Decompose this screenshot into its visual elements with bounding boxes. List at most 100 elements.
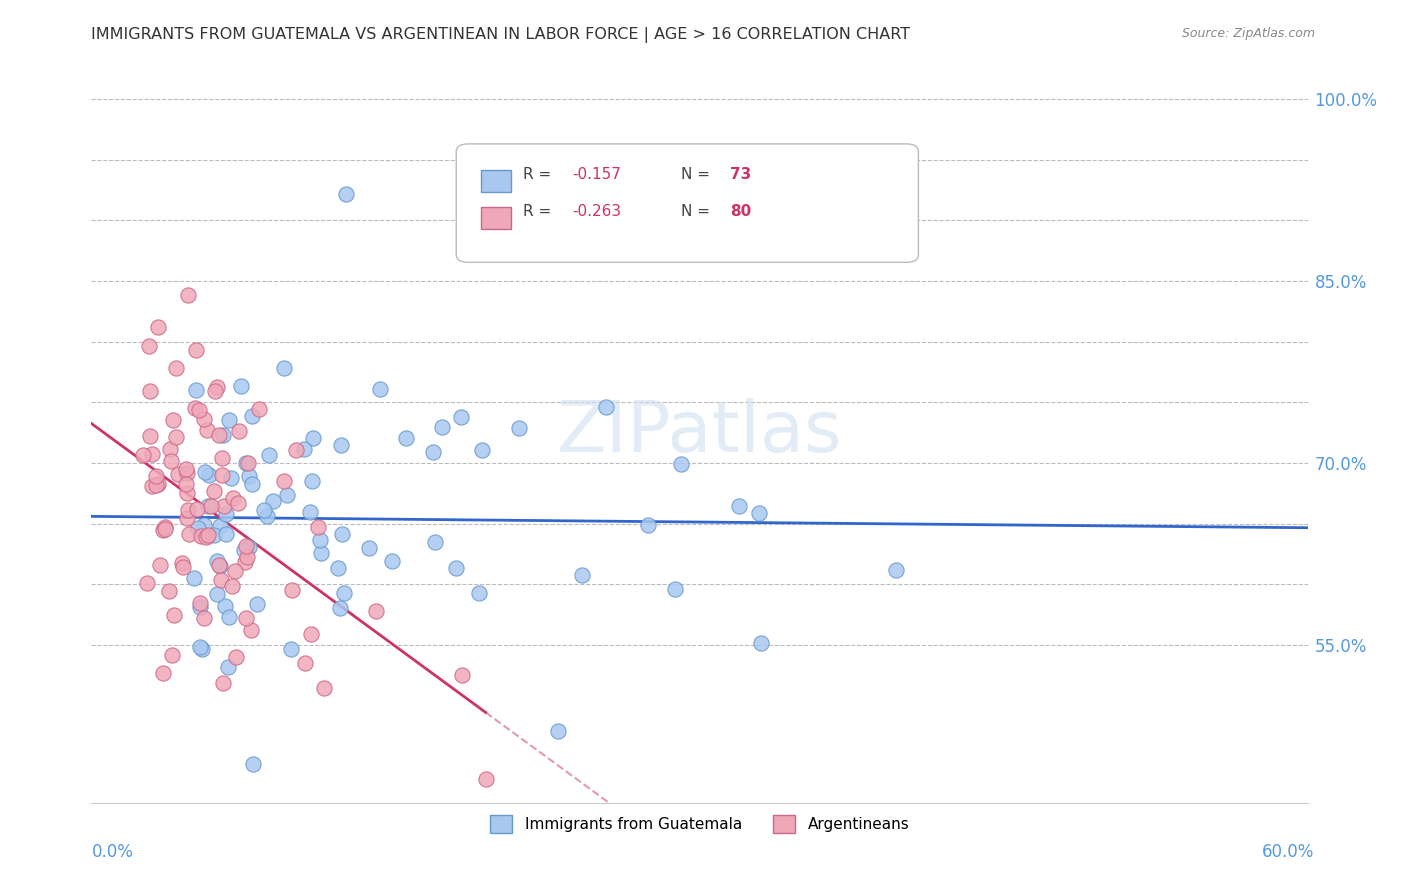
Argentineans <box>148 558 170 573</box>
Text: 0.0%: 0.0% <box>91 843 134 861</box>
Text: -0.263: -0.263 <box>572 204 621 219</box>
Immigrants from Guatemala <box>235 456 257 470</box>
Argentineans <box>247 402 270 417</box>
Argentineans <box>152 524 174 538</box>
Argentineans <box>139 429 162 443</box>
Argentineans <box>233 555 256 569</box>
Immigrants from Guatemala <box>276 488 298 502</box>
Text: 60.0%: 60.0% <box>1263 843 1315 861</box>
Text: N =: N = <box>682 168 710 183</box>
Immigrants from Guatemala <box>547 724 569 739</box>
Immigrants from Guatemala <box>214 507 236 521</box>
Argentineans <box>221 579 243 593</box>
Argentineans <box>188 596 211 610</box>
Immigrants from Guatemala <box>183 571 205 585</box>
Immigrants from Guatemala <box>209 558 232 573</box>
Immigrants from Guatemala <box>335 187 357 202</box>
Argentineans <box>207 427 229 442</box>
Argentineans <box>209 574 232 588</box>
Immigrants from Guatemala <box>444 561 467 575</box>
Text: 80: 80 <box>730 204 751 219</box>
Immigrants from Guatemala <box>187 521 209 535</box>
Argentineans <box>159 442 181 457</box>
Argentineans <box>190 528 212 542</box>
Immigrants from Guatemala <box>508 421 530 435</box>
Immigrants from Guatemala <box>571 568 593 582</box>
Immigrants from Guatemala <box>197 500 219 514</box>
Immigrants from Guatemala <box>422 445 444 459</box>
Immigrants from Guatemala <box>198 467 221 482</box>
Immigrants from Guatemala <box>218 413 240 427</box>
Argentineans <box>281 583 304 598</box>
Bar <box>481 169 510 192</box>
Argentineans <box>212 499 235 513</box>
Text: N =: N = <box>682 204 710 219</box>
Argentineans <box>208 558 231 572</box>
Argentineans <box>172 559 194 574</box>
Argentineans <box>148 319 170 334</box>
Argentineans <box>174 461 197 475</box>
Immigrants from Guatemala <box>468 586 491 600</box>
Immigrants from Guatemala <box>194 465 217 479</box>
Argentineans <box>162 413 184 427</box>
Argentineans <box>155 520 177 534</box>
Immigrants from Guatemala <box>214 599 236 613</box>
Immigrants from Guatemala <box>728 500 751 514</box>
Immigrants from Guatemala <box>242 756 264 771</box>
Immigrants from Guatemala <box>188 599 211 614</box>
Immigrants from Guatemala <box>202 528 225 542</box>
Argentineans <box>176 486 198 500</box>
Argentineans <box>211 450 233 465</box>
Argentineans <box>172 556 194 570</box>
Argentineans <box>162 648 184 663</box>
Argentineans <box>312 681 335 696</box>
Immigrants from Guatemala <box>669 457 692 471</box>
Argentineans <box>294 656 316 670</box>
Argentineans <box>141 447 163 461</box>
Immigrants from Guatemala <box>595 401 617 415</box>
Argentineans <box>224 564 246 578</box>
Immigrants from Guatemala <box>231 378 253 392</box>
Argentineans <box>163 607 186 622</box>
Immigrants from Guatemala <box>221 471 243 485</box>
Immigrants from Guatemala <box>381 554 404 568</box>
Text: R =: R = <box>523 204 551 219</box>
Argentineans <box>174 477 197 491</box>
Immigrants from Guatemala <box>395 431 418 445</box>
Immigrants from Guatemala <box>193 517 215 532</box>
Argentineans <box>176 511 198 525</box>
Immigrants from Guatemala <box>292 442 315 457</box>
Argentineans <box>177 503 200 517</box>
Argentineans <box>235 540 257 554</box>
Immigrants from Guatemala <box>207 554 229 568</box>
Argentineans <box>235 549 257 564</box>
Argentineans <box>132 448 155 462</box>
Argentineans <box>284 443 307 458</box>
Argentineans <box>145 478 167 492</box>
Immigrants from Guatemala <box>333 586 356 600</box>
Argentineans <box>474 772 496 786</box>
Legend: Immigrants from Guatemala, Argentineans: Immigrants from Guatemala, Argentineans <box>484 809 915 839</box>
Immigrants from Guatemala <box>273 361 295 376</box>
Argentineans <box>184 401 207 415</box>
Immigrants from Guatemala <box>190 640 212 655</box>
Immigrants from Guatemala <box>212 427 235 442</box>
Immigrants from Guatemala <box>884 563 907 577</box>
Immigrants from Guatemala <box>280 641 302 656</box>
Argentineans <box>194 530 217 544</box>
Immigrants from Guatemala <box>301 475 323 489</box>
Bar <box>481 207 510 229</box>
Argentineans <box>145 468 167 483</box>
Argentineans <box>236 457 259 471</box>
Argentineans <box>222 491 245 505</box>
Immigrants from Guatemala <box>637 518 659 533</box>
Text: Source: ZipAtlas.com: Source: ZipAtlas.com <box>1181 27 1315 40</box>
Immigrants from Guatemala <box>302 431 325 445</box>
Immigrants from Guatemala <box>256 509 278 524</box>
Argentineans <box>299 627 322 641</box>
Argentineans <box>176 466 198 480</box>
Text: ZIPatlas: ZIPatlas <box>557 398 842 467</box>
Argentineans <box>212 675 235 690</box>
Argentineans <box>184 343 207 358</box>
Immigrants from Guatemala <box>245 598 267 612</box>
